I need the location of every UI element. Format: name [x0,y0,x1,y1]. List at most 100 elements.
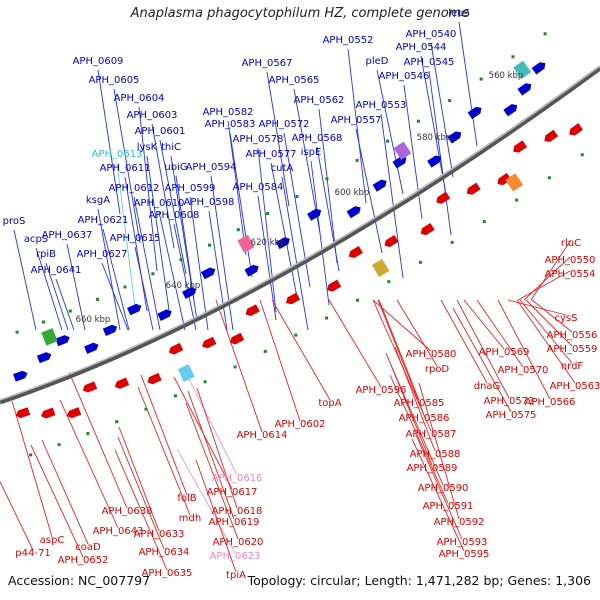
callout-line [146,155,170,311]
forward-arrow-shape [392,156,407,169]
gene-label-reverse: APH_0554 [545,269,596,280]
feature-box [371,258,390,278]
gene-label-forward: APH_0552 [323,35,374,46]
gene-label-forward: APH_0615 [110,233,161,244]
callout-line [102,228,130,331]
gene-label-forward: ksgA [86,195,110,206]
gene-label-reverse: APH_0623 [210,551,261,562]
forward-gene-arrow [531,62,546,75]
gene-label-reverse: APH_0550 [545,255,596,266]
gene-label-reverse: APH_0569 [479,347,530,358]
callout-line [497,299,551,400]
track-tick [151,272,155,276]
gene-label-reverse: APH_0585 [394,398,445,409]
track-tick [236,228,240,232]
reverse-gene-arrow [82,381,98,393]
callout-line [428,70,452,236]
forward-gene-arrow [102,324,118,337]
gene-label-reverse: coaD [75,542,101,553]
callout-line [377,299,425,416]
gene-label-forward: APH_0637 [42,230,93,241]
gene-label-forward: APH_0568 [292,133,343,144]
gene-label-forward: APH_0604 [114,93,165,104]
reverse-arrow-shape [420,223,435,236]
callout-line [310,160,330,306]
callout-line [159,139,187,275]
callout-line [113,88,141,244]
gene-label-reverse: APH_0602 [275,419,326,430]
track-tick [207,243,211,247]
gene-label-forward: APH_0584 [233,182,284,193]
reverse-arrow-shape [245,304,260,316]
gene-label-reverse: rpoD [425,364,450,375]
reverse-gene-arrow [15,407,31,419]
callout-line [516,299,576,384]
callout-line [229,132,253,278]
gene-label-reverse: nrdF [561,361,584,372]
gene-label-forward: APH_0612 [109,183,160,194]
gene-label-forward: ispE [301,147,322,158]
gene-label-forward: APH_0608 [149,210,200,221]
callout-line [355,128,383,254]
callout-line [281,176,309,331]
reverse-arrow-shape [15,407,31,419]
callout-line [185,402,239,540]
reverse-gene-arrow [497,172,512,186]
reverse-arrow-shape [66,407,82,419]
callout-line [530,239,572,301]
callout-line [394,346,436,452]
gene-label-reverse: APH_0616 [212,473,263,484]
callout-line [133,196,161,331]
callout-line [41,439,89,545]
gene-label-reverse: APH_0570 [498,365,549,376]
gene-label-reverse: p44-71 [15,548,50,559]
gene-label-reverse: APH_0592 [434,517,485,528]
gene-label-forward: APH_0544 [396,42,447,53]
gene-label-forward: APH_0567 [242,58,293,69]
forward-gene-arrow [392,156,407,169]
forward-gene-arrow [427,155,442,168]
forward-arrow-shape [102,324,118,337]
gene-label-reverse: APH_0587 [406,429,457,440]
feature-box [505,173,524,192]
gene-label-reverse: APH_0573 [484,396,535,407]
callout-line [173,223,197,331]
forward-gene-arrow [467,106,482,120]
track-tick [95,297,99,301]
track-tick [355,158,359,162]
callout-line [45,262,69,331]
feature-box [513,60,532,80]
gene-label-forward: lysK [137,142,158,153]
reverse-arrow-shape [285,292,301,305]
gene-label-reverse: aspC [40,535,65,546]
gene-label-reverse: mdh [179,513,201,524]
callout-line [257,195,277,321]
track-tick [356,298,360,302]
callout-line [376,69,404,195]
reverse-gene-arrow [40,407,56,419]
reverse-arrow-shape [466,182,481,195]
callout-line [411,438,465,552]
reverse-arrow-shape [147,372,162,385]
scale-label: 600 kbp [335,188,370,198]
callout-line [189,196,209,331]
reverse-gene-arrow [168,342,184,355]
callout-line [271,299,331,401]
reverse-gene-arrow [466,182,481,195]
track-tick [86,432,90,436]
gene-label-forward: APH_0572 [259,119,310,130]
forward-gene-arrow [503,104,518,117]
forward-arrow-shape [157,309,172,321]
callout-line [59,399,119,529]
track-tick [294,333,298,337]
reverse-gene-arrow [229,332,245,345]
callout-line [97,208,121,331]
forward-arrow-shape [503,104,518,117]
callout-line [328,299,382,388]
gene-label-forward: APH_0605 [89,75,140,86]
gene-label-reverse: APH_0652 [58,555,109,566]
gene-label-forward: APH_0546 [379,71,430,82]
callout-line [55,278,75,331]
callout-line [517,270,571,301]
feature-box [177,364,195,382]
